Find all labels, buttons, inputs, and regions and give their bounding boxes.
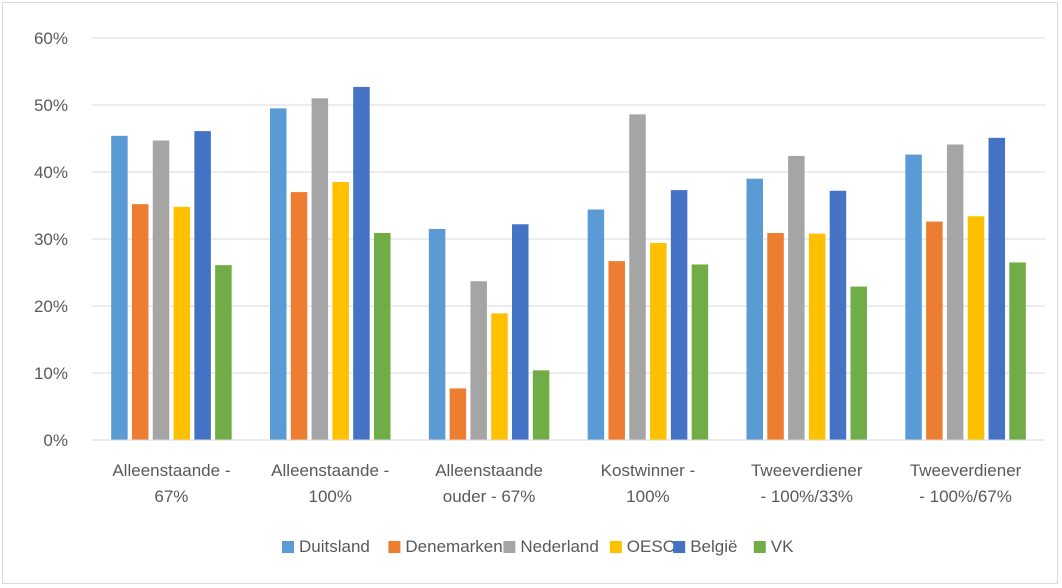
bar-denemarken bbox=[449, 388, 467, 440]
x-category-label: Kostwinner - bbox=[601, 461, 695, 480]
x-category-label: Tweeverdiener bbox=[910, 461, 1022, 480]
legend-label: OESO bbox=[627, 537, 676, 556]
x-category-label: - 100%/33% bbox=[760, 487, 853, 506]
bar-belgië bbox=[353, 86, 370, 440]
bar-denemarken bbox=[608, 261, 625, 440]
x-category-label: ouder - 67% bbox=[443, 487, 536, 506]
x-category-label: - 100%/67% bbox=[919, 487, 1012, 506]
bar-oeso bbox=[808, 233, 826, 440]
bar-oeso bbox=[967, 216, 985, 440]
y-tick-label: 20% bbox=[34, 297, 68, 316]
bar-duitsland bbox=[905, 154, 922, 440]
legend-label: Duitsland bbox=[299, 537, 370, 556]
bar-vk bbox=[374, 232, 391, 440]
legend-swatch-vk bbox=[753, 541, 766, 553]
legend-label: België bbox=[690, 537, 737, 556]
bar-oeso bbox=[332, 182, 349, 441]
y-tick-label: 60% bbox=[34, 29, 68, 48]
bar-belgië bbox=[829, 190, 847, 440]
legend-swatch-denemarken bbox=[388, 541, 401, 553]
y-tick-label: 0% bbox=[43, 431, 68, 450]
legend-swatch-belgië bbox=[673, 541, 686, 553]
x-category-label: Tweeverdiener bbox=[751, 461, 863, 480]
bar-oeso bbox=[650, 243, 667, 440]
y-tick-label: 30% bbox=[34, 230, 68, 249]
legend-swatch-duitsland bbox=[282, 541, 294, 553]
bar-duitsland bbox=[270, 108, 287, 440]
legend-swatch-nederland bbox=[503, 541, 516, 553]
x-category-label: Alleenstaande - bbox=[112, 461, 230, 480]
y-tick-label: 10% bbox=[34, 364, 68, 383]
bar-belgië bbox=[194, 131, 211, 440]
x-axis-category-labels: Alleenstaande - 67% Alleenstaande - 100% All… bbox=[112, 461, 1021, 506]
legend-label: VK bbox=[771, 537, 794, 556]
legend-label: Denemarken bbox=[405, 537, 502, 556]
bar-nederland bbox=[470, 281, 487, 440]
bar-vk bbox=[532, 370, 550, 440]
bar-denemarken bbox=[926, 221, 943, 440]
x-category-label: 100% bbox=[626, 487, 669, 506]
x-category-label: 100% bbox=[309, 487, 352, 506]
bar-duitsland bbox=[746, 178, 763, 440]
legend: Duitsland Denemarken Nederland OESO België VK bbox=[282, 537, 794, 556]
bar-denemarken bbox=[767, 232, 784, 440]
y-tick-label: 40% bbox=[34, 163, 68, 182]
x-category-label: Alleenstaande bbox=[435, 461, 543, 480]
gridlines bbox=[92, 37, 1045, 374]
bar-duitsland bbox=[111, 135, 128, 440]
bar-nederland bbox=[946, 144, 964, 440]
bars bbox=[111, 86, 1026, 441]
x-category-label: 67% bbox=[154, 487, 188, 506]
bar-nederland bbox=[311, 98, 329, 441]
legend-label: Nederland bbox=[520, 537, 598, 556]
x-category-label: Alleenstaande - bbox=[271, 461, 389, 480]
bar-vk bbox=[1009, 262, 1026, 440]
y-axis-tick-labels: 0% 10% 20% 30% 40% 50% 60% bbox=[34, 29, 68, 450]
bar-nederland bbox=[629, 114, 646, 440]
bar-duitsland bbox=[587, 209, 605, 440]
bar-belgië bbox=[670, 190, 688, 440]
bar-nederland bbox=[788, 155, 805, 441]
bar-belgië bbox=[512, 224, 529, 440]
bar-vk bbox=[691, 264, 709, 440]
bar-belgië bbox=[988, 137, 1006, 440]
bar-denemarken bbox=[290, 192, 308, 440]
bar-oeso bbox=[173, 206, 191, 440]
bar-vk bbox=[850, 286, 867, 440]
bar-oeso bbox=[491, 313, 508, 440]
bar-vk bbox=[215, 265, 232, 440]
legend-swatch-oeso bbox=[609, 541, 622, 553]
y-tick-label: 50% bbox=[34, 96, 68, 115]
bar-denemarken bbox=[131, 204, 149, 440]
bar-nederland bbox=[152, 140, 170, 440]
bar-duitsland bbox=[428, 228, 446, 440]
